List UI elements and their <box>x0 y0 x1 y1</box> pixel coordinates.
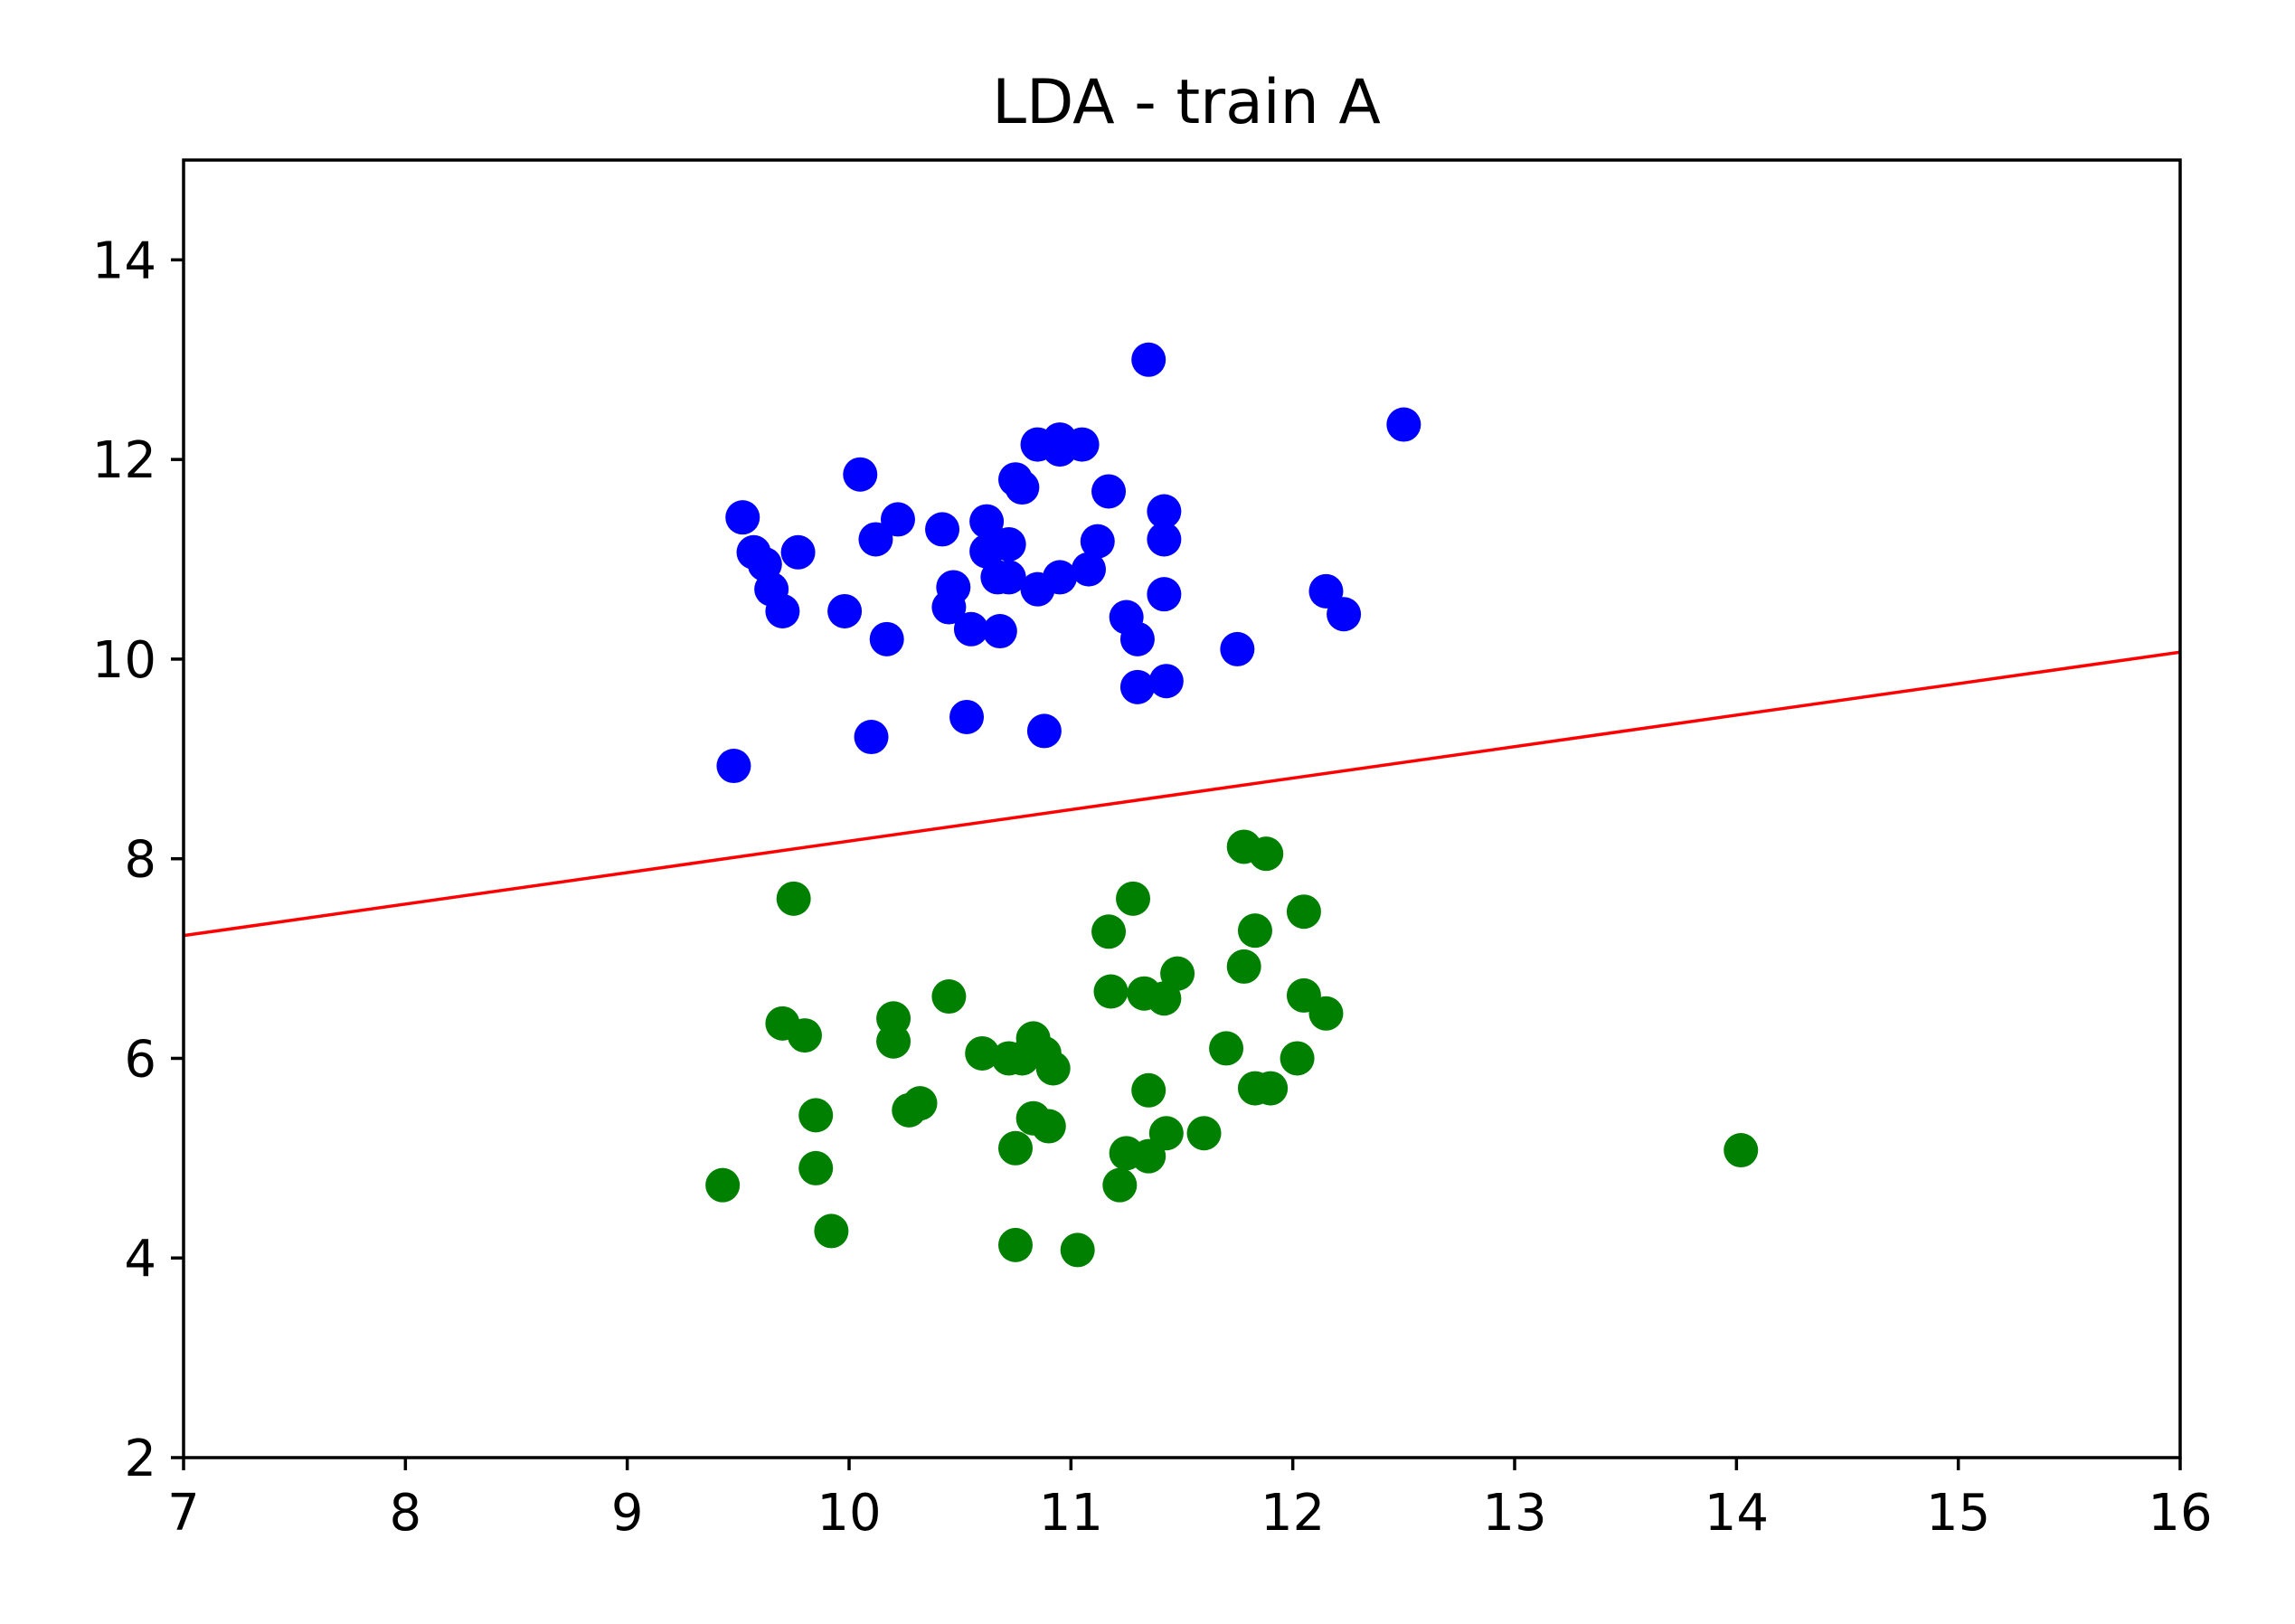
scatter-point-series-0 <box>725 500 760 535</box>
y-tick-label: 2 <box>124 1430 156 1488</box>
scatter-point-series-1 <box>1035 1051 1071 1086</box>
scatter-point-series-1 <box>1102 1167 1138 1203</box>
scatter-point-series-1 <box>931 979 967 1015</box>
scatter-point-series-0 <box>991 560 1026 595</box>
scatter-point-series-1 <box>1131 1138 1166 1174</box>
scatter-point-series-0 <box>1026 713 1062 749</box>
scatter-point-series-0 <box>1020 571 1055 607</box>
scatter-point-series-0 <box>1386 407 1421 442</box>
scatter-point-series-0 <box>953 611 988 647</box>
scatter-point-series-1 <box>798 1098 834 1133</box>
scatter-point-series-1 <box>1286 894 1321 930</box>
x-tick-label: 9 <box>611 1484 644 1543</box>
scatter-point-series-0 <box>843 457 878 492</box>
scatter-point-series-1 <box>787 1018 822 1053</box>
scatter-point-series-1 <box>776 881 811 916</box>
x-tick-label: 15 <box>1926 1484 1990 1543</box>
scatter-point-series-1 <box>902 1086 938 1121</box>
scatter-point-series-1 <box>705 1167 741 1203</box>
scatter-point-series-0 <box>1005 470 1040 505</box>
scatter-point-series-0 <box>1131 342 1166 377</box>
x-tick-label: 10 <box>817 1484 881 1543</box>
y-tick-label: 8 <box>124 831 156 890</box>
scatter-point-series-0 <box>969 504 1005 539</box>
scatter-point-series-1 <box>814 1213 849 1249</box>
scatter-point-series-0 <box>1327 597 1362 632</box>
scatter-point-series-0 <box>780 534 816 570</box>
y-tick-label: 12 <box>92 431 156 490</box>
scatter-point-series-0 <box>1147 494 1182 529</box>
scatter-point-series-0 <box>925 512 960 547</box>
axes: 7 8 9 10 11 12 13 14 15 16 2 4 6 8 10 12 14 <box>92 158 2213 1543</box>
scatter-point-series-1 <box>1060 1232 1095 1268</box>
y-tick-label: 4 <box>124 1230 156 1289</box>
x-tick-label: 11 <box>1039 1484 1103 1543</box>
scatter-point-series-1 <box>1147 981 1182 1016</box>
scatter-point-series-1 <box>1031 1109 1066 1144</box>
scatter-point-series-1 <box>798 1150 834 1185</box>
scatter-point-series-1 <box>1237 913 1272 949</box>
scatter-point-series-1 <box>1093 974 1129 1009</box>
plot-area <box>184 342 2180 1268</box>
scatter-point-series-0 <box>1147 522 1182 557</box>
scatter-point-series-0 <box>1147 577 1182 612</box>
scatter-point-series-0 <box>1080 524 1115 559</box>
scatter-point-series-0 <box>765 593 800 628</box>
scatter-point-series-1 <box>1226 949 1261 984</box>
scatter-point-series-1 <box>876 1024 911 1059</box>
scatter-point-series-0 <box>1119 669 1155 704</box>
scatter-point-series-1 <box>1091 914 1127 949</box>
scatter-point-series-0 <box>880 502 915 537</box>
scatter-point-series-0 <box>854 720 889 755</box>
scatter-point-series-1 <box>998 1227 1033 1262</box>
scatter-point-series-0 <box>1220 631 1255 666</box>
scatter-point-series-0 <box>1091 474 1127 509</box>
scatter-point-series-0 <box>969 533 1005 569</box>
scatter-point-series-1 <box>1253 1071 1289 1106</box>
scatter-point-series-1 <box>965 1035 1000 1071</box>
scatter-point-series-1 <box>1131 1072 1166 1108</box>
plot-frame <box>182 158 2182 1459</box>
x-tick-label: 7 <box>167 1484 200 1543</box>
scatter-point-series-0 <box>1119 621 1155 656</box>
scatter-point-series-0 <box>1064 427 1100 462</box>
x-tick-label: 12 <box>1261 1484 1325 1543</box>
scatter-point-series-0 <box>949 699 985 734</box>
scatter-point-series-1 <box>1280 1041 1315 1076</box>
scatter-point-series-1 <box>1724 1133 1759 1168</box>
y-tick-label: 14 <box>92 231 156 290</box>
scatter-point-series-0 <box>931 590 967 625</box>
x-tick-label: 13 <box>1482 1484 1546 1543</box>
scatter-point-series-1 <box>1116 881 1151 916</box>
scatter-point-series-1 <box>1005 1041 1040 1076</box>
scatter-point-series-1 <box>1249 836 1284 872</box>
scatter-point-series-0 <box>858 522 893 557</box>
x-tick-label: 16 <box>2148 1484 2212 1543</box>
x-tick-label: 14 <box>1705 1484 1769 1543</box>
y-tick-label: 10 <box>92 631 156 690</box>
scatter-point-series-0 <box>1148 664 1184 699</box>
scatter-point-series-0 <box>869 621 904 656</box>
scatter-point-series-1 <box>1186 1116 1222 1151</box>
chart-title: LDA - train A <box>992 67 1381 138</box>
scatter-point-series-0 <box>982 614 1017 649</box>
y-tick-label: 6 <box>124 1030 156 1089</box>
scatter-point-series-0 <box>716 749 751 784</box>
decision-boundary-line <box>184 650 2180 938</box>
scatter-point-series-1 <box>1308 996 1344 1031</box>
scatter-point-series-1 <box>1209 1031 1244 1066</box>
scatter-point-series-0 <box>827 593 863 628</box>
scatter-point-series-1 <box>998 1130 1033 1166</box>
scatter-point-series-0 <box>1071 552 1106 587</box>
x-tick-label: 8 <box>390 1484 422 1543</box>
